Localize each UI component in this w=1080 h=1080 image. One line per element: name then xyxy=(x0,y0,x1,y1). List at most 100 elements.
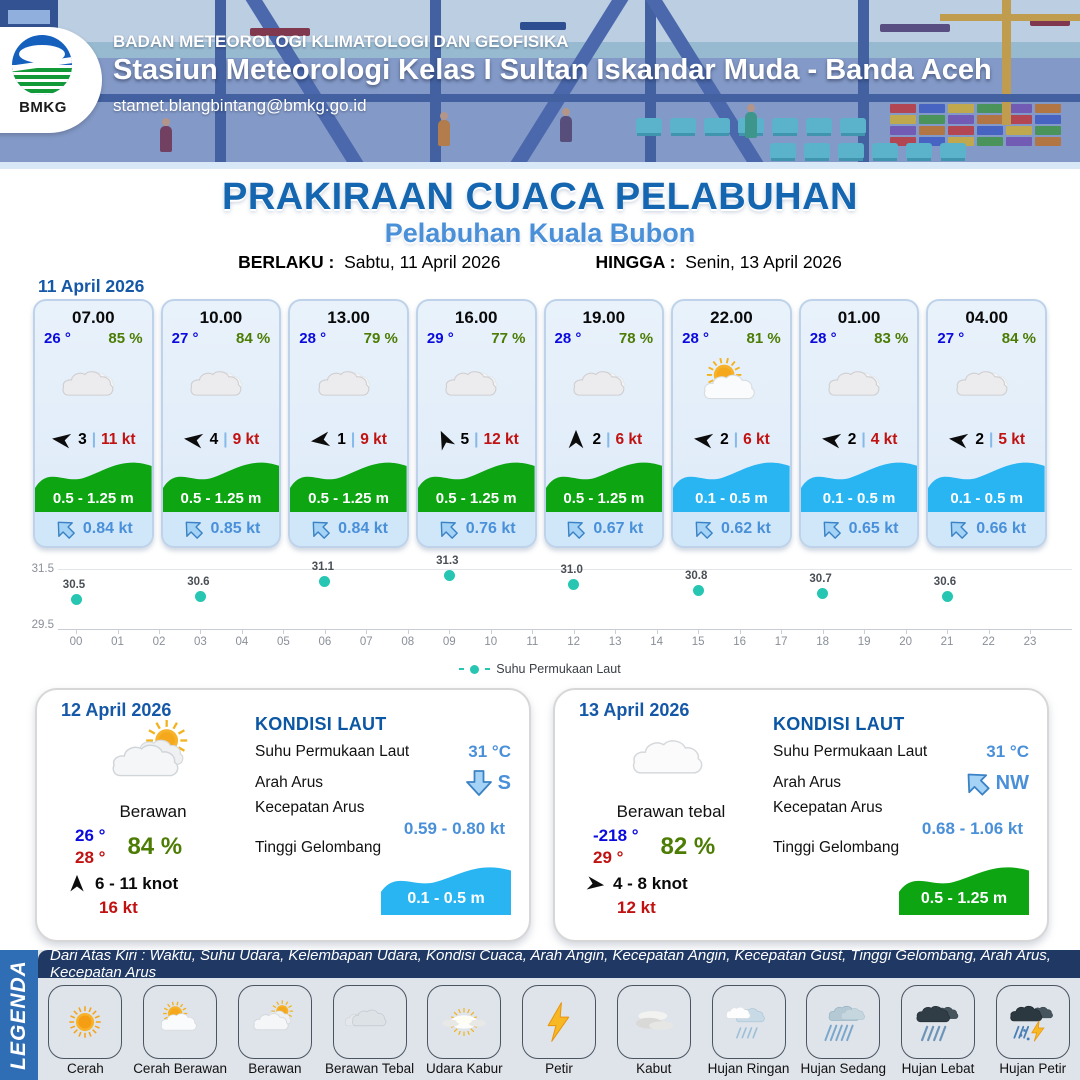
data-point-label: 31.1 xyxy=(311,561,335,573)
current-dir-label: Arah Arus xyxy=(773,774,842,791)
daily-weather-icon xyxy=(53,720,253,802)
wind-direction-arrow-icon xyxy=(440,430,455,451)
daily-card-12-april: 12 April 2026 Berawan 26 ° 28 ° 84 % 6 - 11 k… xyxy=(35,688,531,942)
card-current: 0.66 kt xyxy=(928,512,1045,546)
window-frame xyxy=(645,0,656,162)
bmkg-logo-text: BMKG xyxy=(19,99,67,116)
x-tick-label: 20 xyxy=(899,636,912,648)
ship-icon xyxy=(520,22,566,30)
data-point-label: 30.8 xyxy=(684,570,708,582)
current-direction-arrow-icon xyxy=(823,521,841,539)
container-icon xyxy=(890,126,916,135)
header-separator xyxy=(0,162,1080,169)
hingga-label: HINGGA : xyxy=(595,252,676,272)
card-humidity: 78 % xyxy=(618,330,654,347)
wind-speed: 3 xyxy=(78,431,87,448)
card-wind: 2 | 6 kt xyxy=(673,426,790,454)
wave-height-label: Tinggi Gelombang xyxy=(773,839,900,856)
legend-item-label: Kabut xyxy=(636,1061,672,1076)
hourly-card-19.00: 19.00 28 ° 78 % 2 | 6 kt 0.5 - 1.25 m 0.67 kt xyxy=(543,299,665,548)
person-icon xyxy=(160,118,172,152)
wave-range: 0.5 - 1.25 m xyxy=(308,490,389,507)
x-tick xyxy=(947,629,948,634)
wave-shape xyxy=(800,462,918,512)
daily-condition: Berawan tebal xyxy=(616,802,726,821)
wave-height-label: Tinggi Gelombang xyxy=(255,839,382,856)
x-tick xyxy=(1030,629,1031,634)
legend-item-berawan-tebal: Berawan Tebal xyxy=(322,978,417,1080)
card-time: 01.00 xyxy=(837,308,881,327)
x-tick xyxy=(905,629,907,634)
card-wave-height: 0.5 - 1.25 m xyxy=(545,454,663,512)
legend-item-kabut: Kabut xyxy=(606,978,701,1080)
x-tick-label: 18 xyxy=(816,636,829,648)
card-temperature: 28 ° xyxy=(299,330,327,347)
wind-direction-arrow-icon xyxy=(821,433,841,449)
person-icon xyxy=(560,108,572,142)
wave-range: 0.1 - 0.5 m xyxy=(822,490,896,507)
sea-condition-block: KONDISI LAUT Suhu Permukaan Laut 31 °C Arah… xyxy=(255,714,511,915)
wind-range: 4 - 8 knot xyxy=(613,874,688,893)
cloud-sun-icon xyxy=(253,1000,293,1031)
daily-gust: 16 kt xyxy=(99,898,138,917)
x-tick-label: 14 xyxy=(650,636,664,648)
person-icon xyxy=(438,112,450,146)
current-speed: 0.76 kt xyxy=(465,520,516,537)
x-tick-label: 06 xyxy=(318,636,332,648)
current-direction-arrow-icon xyxy=(967,773,990,796)
seat-icon xyxy=(770,143,796,158)
ship-icon xyxy=(250,28,310,36)
current-speed-label: Kecepatan Arus xyxy=(255,799,365,816)
legend-item-label: Hujan Petir xyxy=(999,1061,1067,1076)
card-humidity: 79 % xyxy=(363,330,398,347)
cloud-plain-icon xyxy=(632,740,703,774)
legend-item-hujan-lebat: Hujan Lebat xyxy=(891,978,986,1080)
wind-gust: 9 kt xyxy=(232,431,260,448)
crane-icon xyxy=(1002,0,1011,125)
card-wave-height: 0.1 - 0.5 m xyxy=(673,454,790,512)
container-icon xyxy=(977,126,1003,135)
x-axis xyxy=(58,629,1072,630)
wind-direction-arrow-icon xyxy=(949,433,969,449)
card-time: 22.00 xyxy=(710,308,753,327)
wave-height-badge: 0.5 - 1.25 m xyxy=(899,859,1029,915)
card-temperature: 27 ° xyxy=(937,330,965,347)
sst-value: 31 °C xyxy=(986,742,1029,761)
data-point xyxy=(817,587,829,599)
hourly-card-01.00: 01.00 28 ° 83 % 2 | 4 kt 0.1 - 0.5 m 0.65 kt xyxy=(798,299,920,548)
wave-range: 0.5 - 1.25 m xyxy=(435,490,517,507)
card-current: 0.76 kt xyxy=(417,512,535,546)
cloud-icon xyxy=(445,370,498,396)
sst-label: Suhu Permukaan Laut xyxy=(773,743,928,760)
current-direction-arrow-icon xyxy=(185,521,203,539)
card-temperature: 27 ° xyxy=(171,330,199,347)
daily-weather-icon xyxy=(571,720,771,802)
x-tick-label: 02 xyxy=(152,636,166,648)
card-time: 10.00 xyxy=(199,308,243,327)
hourly-date-label: 11 April 2026 xyxy=(38,276,145,296)
x-tick xyxy=(822,629,824,634)
wind-gust: 12 kt xyxy=(483,431,519,448)
wind-separator: | xyxy=(606,431,611,448)
wave-range: 0.5 - 1.25 m xyxy=(52,490,134,507)
wind-separator: | xyxy=(861,431,866,448)
wind-direction-arrow-icon xyxy=(694,433,714,449)
card-weather-icon xyxy=(163,347,280,426)
seat-icon xyxy=(806,118,832,133)
port-name: Pelabuhan Kuala Bubon xyxy=(384,218,696,248)
data-point-label: 30.6 xyxy=(933,576,957,588)
x-tick-label: 17 xyxy=(774,636,788,648)
card-time: 16.00 xyxy=(454,308,498,327)
card-weather-icon xyxy=(928,347,1045,426)
wave-shape xyxy=(417,462,535,512)
daily-weather-block: Berawan tebal -218 ° 29 ° 82 % 4 - 8 knot 12 … xyxy=(571,720,771,918)
wave-range: 0.5 - 1.25 m xyxy=(180,490,262,507)
current-speed: 0.62 kt xyxy=(721,520,771,537)
data-point xyxy=(443,569,455,581)
x-tick xyxy=(117,629,119,634)
card-temperature: 28 ° xyxy=(682,330,709,347)
legend-section: LEGENDA Dari Atas Kiri : Waktu, Suhu Uda… xyxy=(0,947,1080,1080)
current-dir-value: S xyxy=(497,771,511,794)
seat-icon xyxy=(838,143,864,158)
card-temperature: 29 ° xyxy=(426,330,454,347)
